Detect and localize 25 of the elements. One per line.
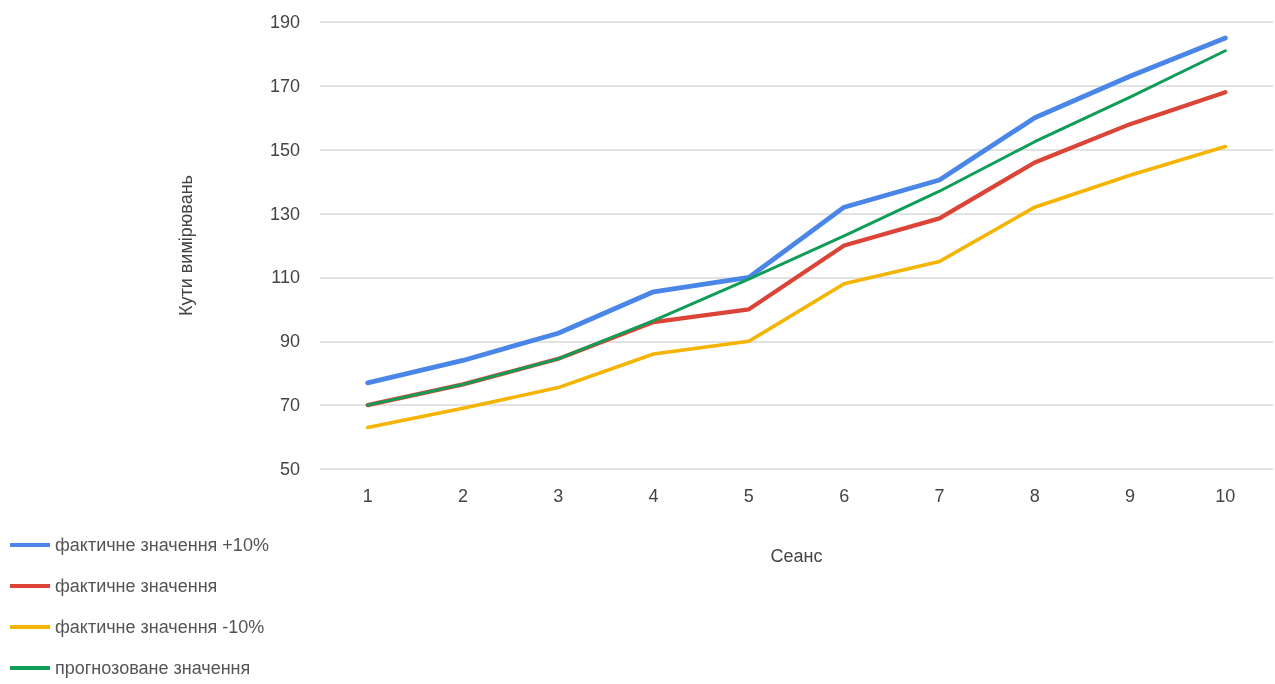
y-tick-label: 110 (271, 267, 300, 288)
legend-label: фактичне значення (55, 576, 218, 596)
y-tick-label: 170 (269, 75, 300, 96)
x-tick-label: 1 (362, 486, 373, 506)
x-tick-label: 5 (743, 486, 754, 506)
line-series (365, 144, 1228, 430)
y-tick-label: 190 (269, 12, 300, 32)
x-tick-label: 3 (553, 486, 564, 506)
y-axis-title: Кути вимірювань (176, 175, 196, 316)
y-tick-label: 50 (279, 459, 300, 479)
y-tick-label: 90 (279, 331, 300, 352)
legend-label: прогнозоване значення (55, 658, 251, 678)
x-tick-label: 10 (1215, 486, 1236, 506)
x-tick-label: 7 (934, 486, 945, 506)
legend-label: фактичне значення -10% (55, 617, 265, 637)
y-tick-label: 70 (279, 395, 300, 416)
x-tick-label: 6 (839, 486, 850, 506)
legend-label: фактичне значення +10% (55, 535, 269, 555)
x-tick-label: 8 (1029, 486, 1040, 506)
x-tick-label: 4 (648, 486, 659, 506)
y-tick-label: 150 (269, 139, 300, 160)
x-tick-label: 9 (1125, 486, 1136, 506)
y-tick-label: 130 (269, 203, 300, 224)
x-tick-label: 2 (457, 486, 468, 506)
x-axis-title: Сеанс (770, 546, 823, 566)
